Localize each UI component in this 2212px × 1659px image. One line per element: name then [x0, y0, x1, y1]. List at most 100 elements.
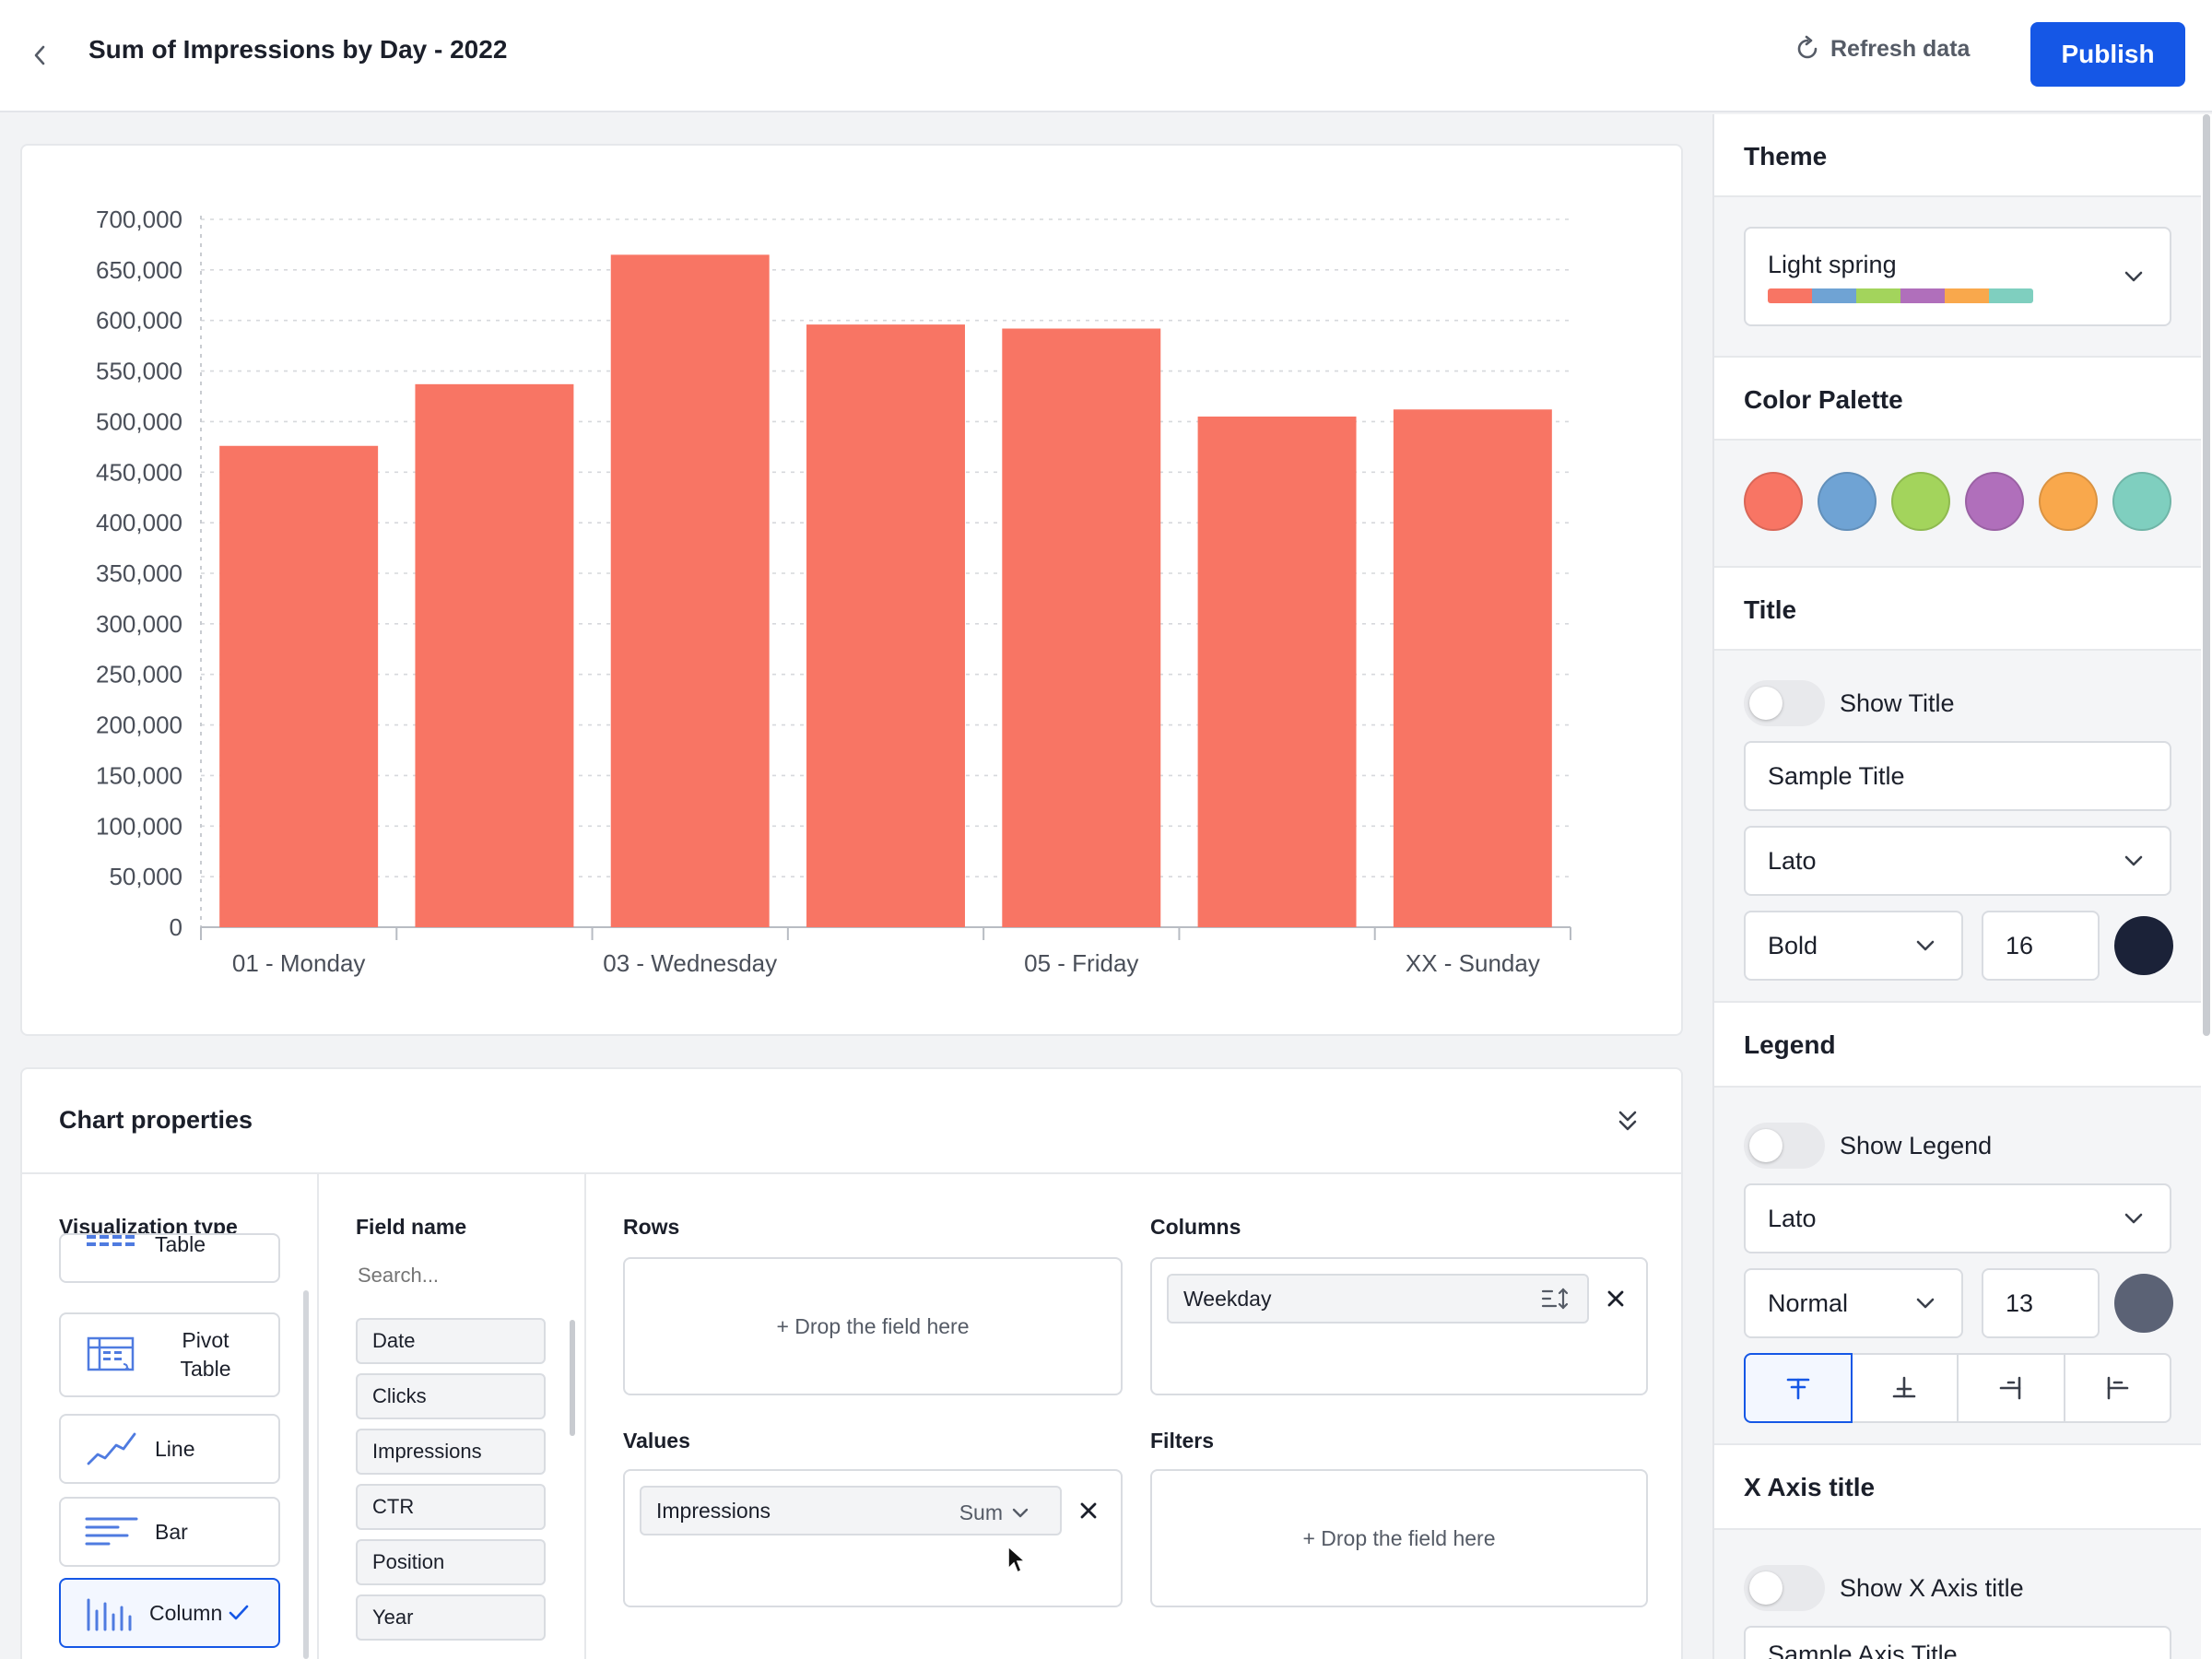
legend-align-top-button[interactable]: [1744, 1353, 1853, 1423]
theme-select[interactable]: Light spring: [1744, 227, 2171, 326]
sidebar-scrollbar[interactable]: [2203, 114, 2210, 1036]
back-button[interactable]: [24, 37, 55, 74]
collapse-icon[interactable]: [1611, 1104, 1644, 1137]
legend-weight-select[interactable]: Normal: [1744, 1268, 1963, 1338]
bar-3: [610, 254, 770, 927]
x-tick-label: 01 - Monday: [232, 949, 366, 977]
field-item-impressions[interactable]: Impressions: [356, 1429, 546, 1475]
title-font-select[interactable]: Lato: [1744, 826, 2171, 896]
field-scrollbar[interactable]: [570, 1320, 575, 1436]
toggle-knob: [1749, 1129, 1783, 1162]
viz-item-line[interactable]: Line: [59, 1414, 280, 1484]
title-font-value: Lato: [1768, 846, 1817, 875]
legend-weight-value: Normal: [1768, 1288, 1849, 1317]
theme-label: Theme: [1744, 142, 1828, 171]
title-size-input[interactable]: 16: [1982, 911, 2100, 981]
refresh-icon: [1797, 35, 1818, 59]
line-chart-icon: [87, 1432, 136, 1465]
chevron-down-icon: [2124, 1213, 2143, 1224]
refresh-data-button[interactable]: Refresh data: [1794, 35, 1970, 63]
field-search-input[interactable]: [358, 1257, 551, 1294]
palette-swatch[interactable]: [1891, 472, 1950, 531]
field-item-year[interactable]: Year: [356, 1594, 546, 1641]
viz-item-bar[interactable]: Bar: [59, 1497, 280, 1567]
theme-color-strip: [1768, 288, 2033, 303]
bar-2: [415, 383, 574, 927]
title-text-input[interactable]: Sample Title: [1744, 741, 2171, 811]
palette-swatch[interactable]: [1818, 472, 1877, 531]
show-x-axis-title-label: Show X Axis title: [1840, 1574, 2024, 1602]
palette-swatch[interactable]: [1744, 472, 1803, 531]
viz-item-column[interactable]: Column: [59, 1578, 280, 1648]
palette-swatch[interactable]: [1965, 472, 2024, 531]
chevron-down-icon: [1012, 1508, 1029, 1517]
bar-7: [1393, 409, 1552, 928]
remove-columns-field-button[interactable]: [1602, 1285, 1630, 1312]
legend-align-bottom-button[interactable]: [1853, 1355, 1959, 1421]
theme-strip-segment: [1945, 288, 1989, 303]
field-item-date[interactable]: Date: [356, 1318, 546, 1364]
viz-item-table[interactable]: Table: [59, 1233, 280, 1283]
x-tick-label: 05 - Friday: [1024, 949, 1138, 977]
field-item-position[interactable]: Position: [356, 1539, 546, 1585]
y-tick-label: 450,000: [96, 458, 182, 486]
settings-sidebar: Theme Light spring Color Palette Title S…: [1712, 114, 2212, 1659]
close-icon: [1080, 1502, 1097, 1519]
chevron-down-icon: [1916, 1298, 1935, 1309]
columns-field-chip[interactable]: Weekday: [1167, 1274, 1589, 1324]
y-tick-label: 200,000: [96, 712, 182, 739]
palette-swatch[interactable]: [2112, 472, 2171, 531]
x-axis-header: X Axis title: [1714, 1443, 2201, 1530]
align-top-icon: [1786, 1378, 1810, 1400]
show-title-toggle[interactable]: [1744, 680, 1825, 726]
legend-font-value: Lato: [1768, 1204, 1817, 1232]
viz-label: Line: [155, 1436, 195, 1461]
values-label: Values: [623, 1429, 690, 1453]
values-drop-zone[interactable]: Impressions Sum: [623, 1469, 1123, 1607]
legend-color-picker[interactable]: [2114, 1274, 2173, 1333]
remove-values-field-button[interactable]: [1075, 1497, 1102, 1524]
bar-chart-icon: [85, 1517, 138, 1546]
x-axis-title-input[interactable]: Sample Axis Title: [1744, 1626, 2171, 1659]
publish-button[interactable]: Publish: [2030, 22, 2185, 87]
chevron-down-icon: [1916, 940, 1935, 951]
legend-size-input[interactable]: 13: [1982, 1268, 2100, 1338]
title-color-picker[interactable]: [2114, 916, 2173, 975]
legend-font-select[interactable]: Lato: [1744, 1183, 2171, 1253]
field-name-label: Field name: [356, 1215, 467, 1239]
viz-scrollbar[interactable]: [303, 1290, 309, 1659]
bar-5: [1002, 328, 1161, 927]
title-section-label: Title: [1744, 595, 1797, 624]
viz-item-pivot-table[interactable]: Pivot Table: [59, 1312, 280, 1397]
filters-drop-zone[interactable]: + Drop the field here: [1150, 1469, 1648, 1607]
show-legend-toggle[interactable]: [1744, 1123, 1825, 1169]
show-legend-label: Show Legend: [1840, 1132, 1993, 1159]
y-tick-label: 700,000: [96, 206, 182, 233]
field-item-clicks[interactable]: Clicks: [356, 1373, 546, 1419]
theme-header: Theme: [1714, 114, 2201, 197]
filters-drop-text: + Drop the field here: [1302, 1526, 1496, 1550]
palette-swatch[interactable]: [2039, 472, 2098, 531]
aggregation-select[interactable]: Sum: [959, 1500, 1029, 1525]
values-field-chip[interactable]: Impressions Sum: [640, 1486, 1062, 1535]
field-item-ctr[interactable]: CTR: [356, 1484, 546, 1530]
show-x-axis-title-toggle[interactable]: [1744, 1565, 1825, 1611]
chart-properties-header: Chart properties: [22, 1069, 1681, 1174]
filters-label: Filters: [1150, 1429, 1215, 1453]
rows-drop-zone[interactable]: + Drop the field here: [623, 1257, 1123, 1395]
legend-align-left-button[interactable]: [2065, 1355, 2171, 1421]
top-header: Sum of Impressions by Day - 2022 Refresh…: [0, 0, 2212, 112]
viz-label: Bar: [155, 1519, 188, 1544]
column-chart: 0 50,000 100,000 150,000 200,000 250,000 300,0…: [96, 206, 1571, 977]
legend-align-group: [1744, 1353, 2171, 1423]
y-tick-label: 0: [170, 913, 182, 941]
legend-align-right-button[interactable]: [1959, 1355, 2065, 1421]
sort-icon[interactable]: [1541, 1286, 1571, 1312]
title-weight-select[interactable]: Bold: [1744, 911, 1963, 981]
toggle-knob: [1749, 1571, 1783, 1605]
align-right-icon: [1999, 1376, 2021, 1400]
columns-drop-zone[interactable]: Weekday: [1150, 1257, 1648, 1395]
legend-label: Legend: [1744, 1030, 1836, 1059]
palette-header: Color Palette: [1714, 356, 2201, 441]
viz-label: Table: [155, 1233, 206, 1256]
